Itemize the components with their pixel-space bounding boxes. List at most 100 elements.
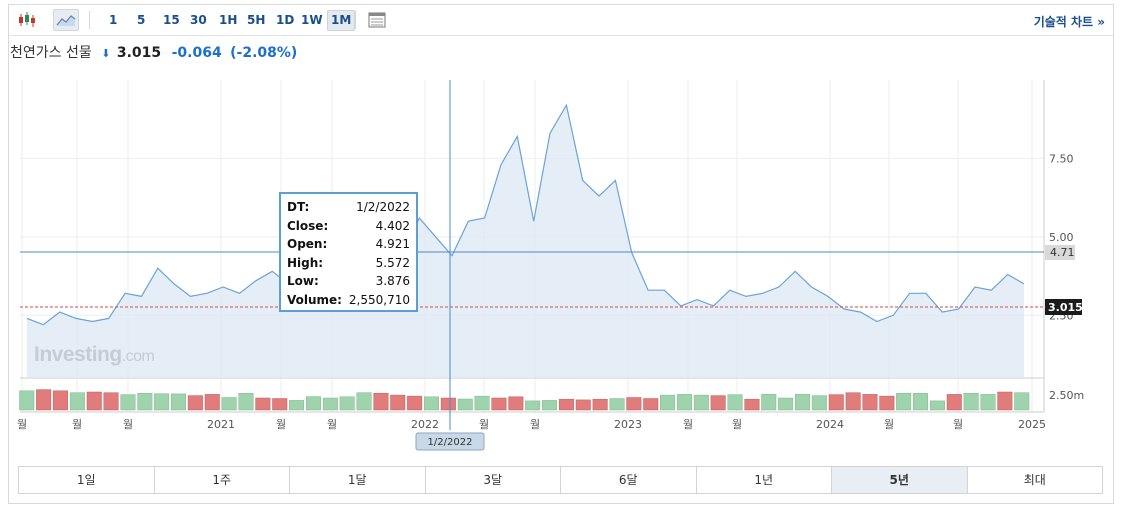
range-option[interactable]: 3달: [426, 467, 561, 493]
x-tick-label: 2021: [207, 418, 235, 431]
volume-bar: [86, 391, 102, 411]
tooltip-label: Open:: [287, 237, 328, 251]
range-option[interactable]: 1일: [19, 467, 155, 493]
volume-bar: [373, 392, 389, 411]
tooltip-value: 4.921: [375, 237, 410, 251]
volume-bar: [862, 394, 878, 411]
timeframe-1m[interactable]: 1M: [327, 10, 356, 31]
volume-bar: [525, 400, 541, 411]
volume-bar: [676, 394, 692, 411]
range-option[interactable]: 1년: [697, 467, 832, 493]
volume-bar: [542, 400, 558, 411]
candlestick-icon[interactable]: [15, 9, 39, 31]
x-tick-label: 2025: [1018, 418, 1046, 431]
volume-bar: [558, 398, 574, 411]
volume-bar: [255, 397, 271, 411]
x-tick-label: 월: [479, 418, 489, 431]
timeframe-1h[interactable]: 1H: [219, 13, 238, 27]
timeframe-5h[interactable]: 5H: [247, 13, 266, 27]
timeframe-1[interactable]: 1: [109, 13, 118, 27]
area-chart-icon[interactable]: [53, 9, 79, 31]
volume-bar: [929, 400, 945, 411]
volume-bar: [1014, 392, 1030, 411]
volume-bar: [137, 392, 153, 411]
volume-bar: [963, 392, 979, 411]
crosshair-x-label: 1/2/2022: [428, 437, 473, 448]
x-tick-label: 월: [530, 418, 540, 431]
x-tick-label: 월: [123, 418, 133, 431]
volume-bar: [575, 399, 591, 411]
volume-tick-label: 2.50m: [1049, 389, 1084, 402]
volume-bar: [896, 392, 912, 411]
quote-header: 천연가스 선물 ⬇ 3.015 -0.064 (-2.08%): [10, 42, 297, 64]
volume-bar: [103, 392, 119, 411]
volume-bar: [440, 397, 456, 411]
volume-bar: [828, 394, 844, 411]
x-tick-label: 2023: [614, 418, 642, 431]
volume-bar: [474, 395, 490, 411]
volume-bar: [744, 398, 760, 411]
volume-bar: [643, 398, 659, 411]
volume-bar: [457, 398, 473, 411]
tooltip-row: Open: 4.921: [287, 235, 410, 254]
volume-bar: [710, 395, 726, 411]
timeframe-30[interactable]: 30: [190, 13, 207, 27]
volume-bar: [204, 394, 220, 411]
volume-bar: [761, 393, 777, 411]
last-price-label: 3.015: [1048, 301, 1083, 314]
tooltip-row: Volume: 2,550,710: [287, 291, 410, 310]
range-option[interactable]: 1달: [290, 467, 426, 493]
timeframe-1d[interactable]: 1D: [276, 13, 295, 27]
volume-bar: [120, 394, 136, 411]
volume-bar: [19, 390, 35, 411]
tooltip-row: DT: 1/2/2022: [287, 198, 410, 217]
tooltip-label: DT:: [287, 200, 310, 214]
table-icon[interactable]: [365, 9, 389, 31]
price-area: [27, 105, 1024, 378]
instrument-name: 천연가스 선물: [10, 45, 92, 61]
range-option[interactable]: 최대: [1023, 473, 1046, 487]
volume-bar: [36, 389, 52, 411]
volume-bar: [154, 393, 170, 411]
tooltip-row: High: 5.572: [287, 254, 410, 273]
last-price-label-bg: [1045, 299, 1082, 315]
crosshair-y-label: 4.71: [1050, 246, 1075, 259]
tooltip-row: Low: 3.876: [287, 272, 410, 291]
x-tick-label: 2022: [411, 418, 439, 431]
volume-bar: [660, 394, 676, 411]
timeframe-15[interactable]: 15: [163, 13, 180, 27]
volume-bar: [238, 392, 254, 411]
tooltip-label: Close:: [287, 218, 329, 233]
timeframe-1w[interactable]: 1W: [301, 13, 323, 27]
volume-bar: [693, 394, 709, 411]
technical-chart-link[interactable]: 기술적 차트 »: [1033, 15, 1105, 29]
tooltip-label: Low:: [287, 274, 319, 288]
x-tick-label: 월: [683, 418, 693, 431]
investing-logo: Investing.com: [34, 343, 155, 366]
data-tooltip: DT: 1/2/2022 Close: 4.402 Open: 4.921 High: 5.5…: [279, 192, 418, 312]
volume-bar: [407, 395, 423, 411]
volume-bar: [272, 398, 288, 411]
volume-bar: [221, 397, 237, 411]
volume-bar: [69, 392, 85, 411]
price-change: -0.064: [171, 45, 222, 61]
volume-bar: [171, 393, 187, 411]
price-line: [26, 103, 1025, 326]
x-tick-label: 월: [17, 418, 27, 431]
volume-bar: [845, 392, 861, 411]
x-tick-label: 월: [276, 418, 286, 431]
volume-bar: [339, 396, 355, 411]
range-option[interactable]: 1주: [155, 467, 290, 493]
range-option[interactable]: 5년: [832, 467, 968, 493]
timeframe-5[interactable]: 5: [137, 13, 146, 27]
volume-bar: [390, 394, 406, 411]
toolbar-divider: [355, 11, 356, 29]
volume-bar: [778, 397, 794, 411]
crosshair-y-label-bg: [1045, 245, 1075, 260]
volume-bar: [187, 395, 203, 411]
crosshair-x-label-bg: [415, 432, 485, 451]
range-option[interactable]: 6달: [561, 467, 697, 493]
tooltip-value: 3.876: [375, 274, 410, 288]
volume-bar: [491, 397, 507, 411]
